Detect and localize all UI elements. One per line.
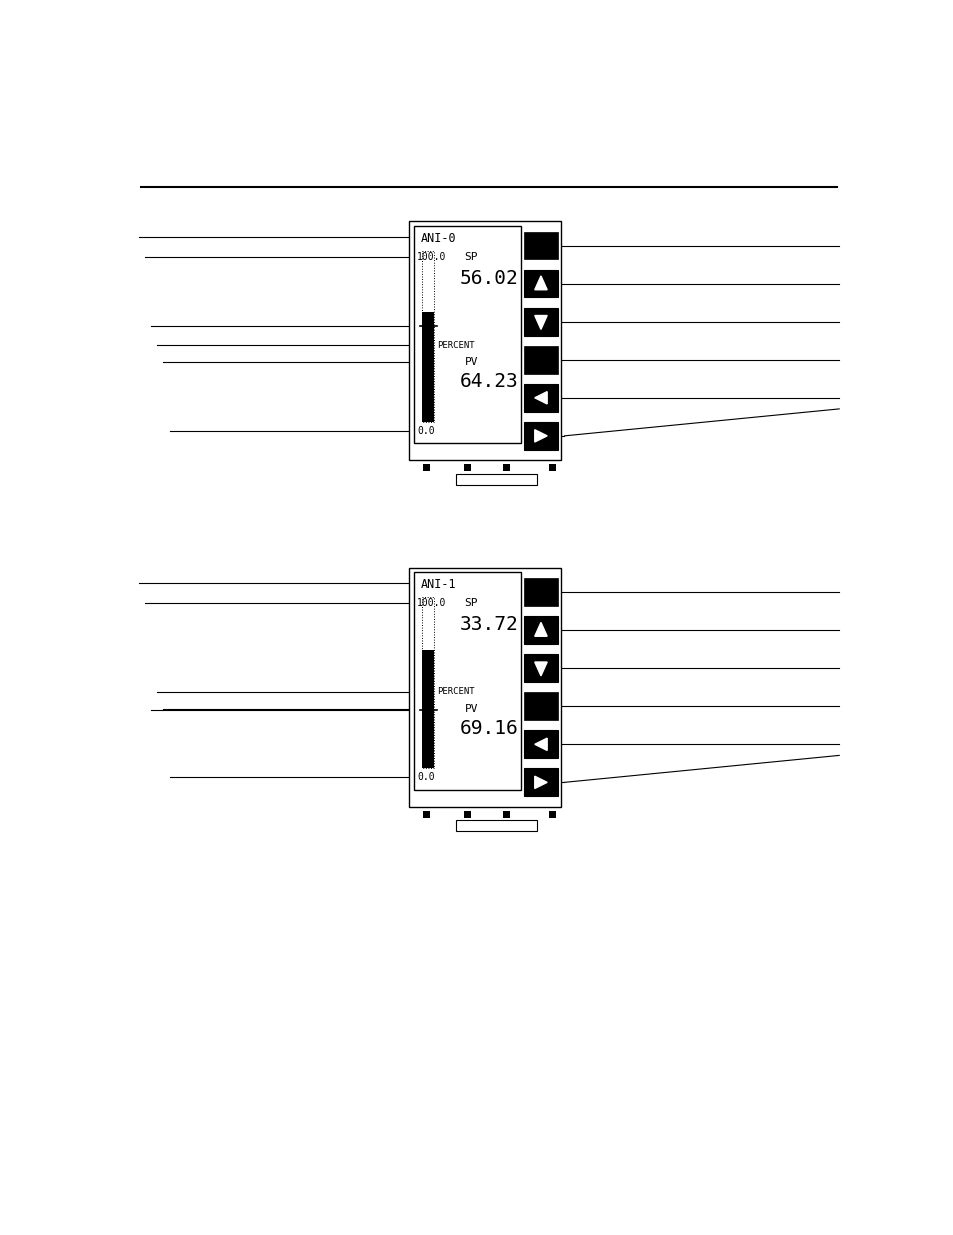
Bar (502, 464, 509, 472)
Text: 100.0: 100.0 (416, 598, 446, 609)
Bar (421, 251, 434, 421)
Text: PV: PV (464, 357, 477, 367)
Polygon shape (535, 430, 547, 442)
Bar (524, 693, 557, 720)
Bar (524, 346, 557, 374)
Text: PERCENT: PERCENT (436, 688, 475, 697)
Bar (422, 811, 430, 818)
Bar (524, 578, 557, 606)
Text: PERCENT: PERCENT (436, 341, 475, 350)
Text: 64.23: 64.23 (459, 372, 517, 391)
Text: ANI-0: ANI-0 (420, 232, 456, 245)
Bar (409, 568, 560, 806)
Bar (524, 308, 557, 336)
Bar (549, 464, 556, 472)
Polygon shape (535, 622, 547, 636)
Bar (524, 232, 557, 259)
Bar (414, 573, 520, 789)
Bar (524, 422, 557, 450)
Bar (524, 655, 557, 682)
Text: PV: PV (464, 704, 477, 714)
Polygon shape (535, 662, 547, 676)
Polygon shape (535, 275, 547, 290)
Text: 100.0: 100.0 (416, 252, 446, 262)
Bar (524, 269, 557, 298)
Text: 0.0: 0.0 (416, 772, 435, 782)
Bar (421, 650, 434, 768)
Bar (421, 597, 434, 768)
Text: ANI-1: ANI-1 (420, 578, 456, 592)
Text: SP: SP (464, 252, 477, 262)
Polygon shape (535, 739, 547, 751)
Bar (524, 616, 557, 643)
Polygon shape (535, 315, 547, 330)
Bar (456, 820, 537, 831)
Text: 33.72: 33.72 (459, 615, 517, 635)
Bar (549, 811, 556, 818)
Bar (524, 730, 557, 758)
Polygon shape (535, 776, 547, 788)
Text: 56.02: 56.02 (459, 269, 517, 288)
Bar (464, 811, 471, 818)
Bar (414, 226, 520, 443)
Bar (421, 312, 434, 421)
Bar (456, 474, 537, 484)
Bar (409, 221, 560, 461)
Polygon shape (535, 391, 547, 404)
Bar (422, 464, 430, 472)
Text: 0.0: 0.0 (416, 426, 435, 436)
Bar (524, 768, 557, 797)
Text: SP: SP (464, 598, 477, 609)
Bar (464, 464, 471, 472)
Bar (502, 811, 509, 818)
Bar (524, 384, 557, 411)
Text: 69.16: 69.16 (459, 719, 517, 737)
